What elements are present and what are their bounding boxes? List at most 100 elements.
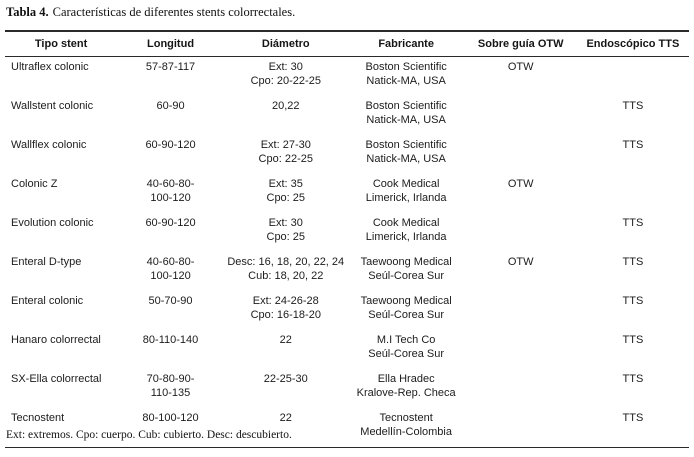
table-caption-text: Características de diferentes stents col… xyxy=(52,5,296,19)
cell-endoscopico-tts: TTS xyxy=(577,408,689,448)
cell-line-longitud: 80-100-120 xyxy=(142,412,199,424)
cell-line-fabricante: Taewoong Medical xyxy=(360,295,452,307)
cell-tipo-stent: Hanaro colorrectal xyxy=(5,330,117,369)
footnote: Ext: extremos. Cpo: cuerpo. Cub: cubiert… xyxy=(6,429,292,441)
cell-line-fabricante: Limerick, Irlanda xyxy=(365,231,447,243)
cell-line-tipo: Ultraflex colonic xyxy=(11,61,89,73)
stents-table: Tipo stent Longitud Diámetro Fabricante Sobr… xyxy=(5,30,689,448)
cell-line-tipo: Hanaro colorrectal xyxy=(11,334,101,346)
cell-line-fabricante: Seúl-Corea Sur xyxy=(368,348,445,360)
cell-line-longitud: 60-90-120 xyxy=(145,217,196,229)
cell-diametro: Ext: 35 Cpo: 25 xyxy=(224,174,348,213)
cell-line-diametro: 22 xyxy=(279,334,292,346)
table-caption: Tabla 4. Características de diferentes st… xyxy=(6,5,295,20)
cell-line-diametro: Cpo: 22-25 xyxy=(258,153,313,165)
cell-sobre-guia-otw: OTW xyxy=(465,174,577,213)
cell-line-diametro: Cub: 18, 20, 22 xyxy=(248,270,324,282)
cell-longitud: 80-110-140 xyxy=(117,330,224,369)
cell-fabricante: Boston Scientific Natick-MA, USA xyxy=(348,57,465,97)
cell-diametro: Ext: 30 Cpo: 25 xyxy=(224,213,348,252)
cell-endoscopico-tts: TTS xyxy=(577,213,689,252)
table-row: Wallstent colonic 60-90 20,22 Boston Scient… xyxy=(5,96,689,135)
cell-sobre-guia-otw xyxy=(465,330,577,369)
cell-diametro: Desc: 16, 18, 20, 22, 24 Cub: 18, 20, 22 xyxy=(224,252,348,291)
table-header-row: Tipo stent Longitud Diámetro Fabricante Sobr… xyxy=(5,31,689,57)
cell-tipo-stent: Evolution colonic xyxy=(5,213,117,252)
cell-line-tts: TTS xyxy=(622,373,644,385)
cell-line-fabricante: Ella Hradec xyxy=(377,373,435,385)
cell-line-longitud: 40-60-80- xyxy=(146,178,195,190)
column-header-6: Endoscópico TTS xyxy=(576,31,689,57)
cell-line-longitud: 40-60-80- xyxy=(146,256,195,268)
cell-line-longitud: 60-90-120 xyxy=(145,139,196,151)
cell-line-fabricante: Cook Medical xyxy=(372,178,440,190)
cell-tipo-stent: Enteral D-type xyxy=(5,252,117,291)
cell-line-tipo: Enteral D-type xyxy=(11,256,82,268)
cell-line-fabricante: Tecnostent xyxy=(379,412,433,424)
cell-line-fabricante: Limerick, Irlanda xyxy=(365,192,447,204)
cell-line-fabricante: Seúl-Corea Sur xyxy=(368,309,445,321)
table-row: Ultraflex colonic 57-87-117 Ext: 30 Cpo: 20… xyxy=(5,57,689,97)
cell-line-fabricante: Cook Medical xyxy=(372,217,440,229)
cell-endoscopico-tts: TTS xyxy=(577,330,689,369)
cell-line-tipo: SX-Ella colorrectal xyxy=(11,373,102,385)
cell-diametro: 22-25-30 xyxy=(224,369,348,408)
cell-line-tts: TTS xyxy=(622,256,644,268)
cell-line-longitud: 100-120 xyxy=(150,270,191,282)
cell-sobre-guia-otw xyxy=(465,408,577,448)
cell-line-fabricante: Kralove-Rep. Checa xyxy=(356,387,456,399)
cell-line-tts: TTS xyxy=(622,334,644,346)
cell-line-fabricante: Natick-MA, USA xyxy=(366,114,446,126)
cell-line-diametro: 20,22 xyxy=(272,100,300,112)
cell-diametro: 22 xyxy=(224,330,348,369)
cell-line-diametro: Ext: 35 xyxy=(268,178,303,190)
cell-diametro: Ext: 27-30 Cpo: 22-25 xyxy=(224,135,348,174)
cell-line-longitud: 50-70-90 xyxy=(148,295,193,307)
cell-line-fabricante: Taewoong Medical xyxy=(360,256,452,268)
cell-line-fabricante: Medellín-Colombia xyxy=(360,426,452,438)
column-header-1: Tipo stent xyxy=(5,31,118,57)
cell-line-diametro: Desc: 16, 18, 20, 22, 24 xyxy=(227,256,345,268)
cell-line-diametro: 22 xyxy=(279,412,292,424)
cell-line-tts: TTS xyxy=(622,295,644,307)
cell-longitud: 57-87-117 xyxy=(117,57,224,97)
cell-sobre-guia-otw xyxy=(465,96,577,135)
cell-line-fabricante: Natick-MA, USA xyxy=(366,153,446,165)
cell-line-longitud: 80-110-140 xyxy=(142,334,199,346)
cell-diametro: 20,22 xyxy=(224,96,348,135)
cell-longitud: 70-80-90- 110-135 xyxy=(117,369,224,408)
cell-tipo-stent: Wallstent colonic xyxy=(5,96,117,135)
cell-fabricante: M.I Tech Co Seúl-Corea Sur xyxy=(348,330,465,369)
table-row: Colonic Z 40-60-80- 100-120 Ext: 35 Cpo: 25 C… xyxy=(5,174,689,213)
cell-tipo-stent: Colonic Z xyxy=(5,174,117,213)
cell-longitud: 40-60-80- 100-120 xyxy=(117,174,224,213)
cell-line-longitud: 110-135 xyxy=(150,387,191,399)
cell-line-tts: TTS xyxy=(622,100,644,112)
cell-line-fabricante: M.I Tech Co xyxy=(376,334,436,346)
cell-tipo-stent: SX-Ella colorrectal xyxy=(5,369,117,408)
cell-line-diametro: 22-25-30 xyxy=(263,373,308,385)
cell-line-diametro: Cpo: 20-22-25 xyxy=(250,75,321,87)
cell-line-tipo: Enteral colonic xyxy=(11,295,84,307)
cell-fabricante: Boston Scientific Natick-MA, USA xyxy=(348,96,465,135)
cell-line-diametro: Cpo: 16-18-20 xyxy=(250,309,321,321)
column-header-5: Sobre guía OTW xyxy=(464,31,577,57)
cell-line-tts: TTS xyxy=(622,217,644,229)
cell-endoscopico-tts: TTS xyxy=(577,135,689,174)
cell-fabricante: Cook Medical Limerick, Irlanda xyxy=(348,174,465,213)
cell-line-diametro: Ext: 30 xyxy=(268,61,303,73)
cell-line-longitud: 70-80-90- xyxy=(146,373,195,385)
cell-endoscopico-tts: TTS xyxy=(577,369,689,408)
cell-line-otw: OTW xyxy=(507,178,534,190)
cell-fabricante: Tecnostent Medellín-Colombia xyxy=(348,408,465,448)
cell-line-longitud: 60-90 xyxy=(156,100,185,112)
table-row: Wallflex colonic 60-90-120 Ext: 27-30 Cpo: … xyxy=(5,135,689,174)
table-row: SX-Ella colorrectal 70-80-90- 110-135 22-25… xyxy=(5,369,689,408)
cell-sobre-guia-otw xyxy=(465,135,577,174)
table-body: Ultraflex colonic 57-87-117 Ext: 30 Cpo: 20… xyxy=(5,57,689,448)
cell-endoscopico-tts xyxy=(577,57,689,97)
table-row: Enteral colonic 50-70-90 Ext: 24-26-28 Cpo:… xyxy=(5,291,689,330)
cell-endoscopico-tts: TTS xyxy=(577,96,689,135)
cell-line-diametro: Cpo: 25 xyxy=(266,231,306,243)
